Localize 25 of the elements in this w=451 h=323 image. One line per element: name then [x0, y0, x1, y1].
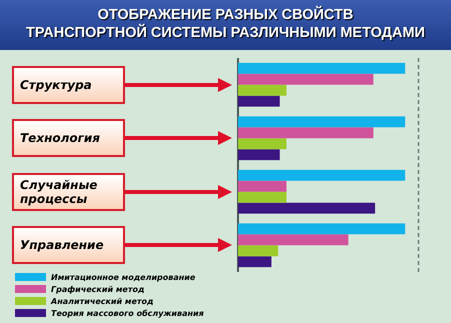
legend-label: Имитационное моделирование: [51, 272, 196, 282]
bar: [238, 192, 286, 203]
bar: [238, 256, 272, 268]
bar: [238, 180, 286, 192]
bar: [238, 116, 406, 128]
y-tick-label: Структура: [12, 66, 125, 104]
bar: [238, 170, 406, 181]
y-tick-label: Управление: [12, 226, 125, 264]
bar: [238, 74, 374, 85]
bar: [238, 96, 280, 107]
legend-label: Аналитический метод: [51, 296, 154, 306]
bar: [238, 62, 406, 74]
y-tick-label: Технология: [12, 119, 125, 158]
chart-title: ОТОБРАЖЕНИЕ РАЗНЫХ СВОЙСТВ ТРАНСПОРТНОЙ СИСТЕМЫ РАЗЛИЧНЫМИ МЕТОДАМИ: [0, 0, 451, 50]
bar: [238, 202, 376, 214]
bar: [238, 245, 278, 256]
legend-label: Графический метод: [51, 284, 144, 294]
y-tick-label: Случайные процессы: [12, 172, 125, 211]
bar: [238, 234, 348, 246]
bar: [238, 138, 286, 150]
bar: [238, 127, 374, 138]
bar: [238, 149, 280, 160]
bar: [238, 84, 286, 96]
legend-label: Теория массового обслуживания: [51, 308, 204, 318]
bar: [238, 223, 406, 234]
